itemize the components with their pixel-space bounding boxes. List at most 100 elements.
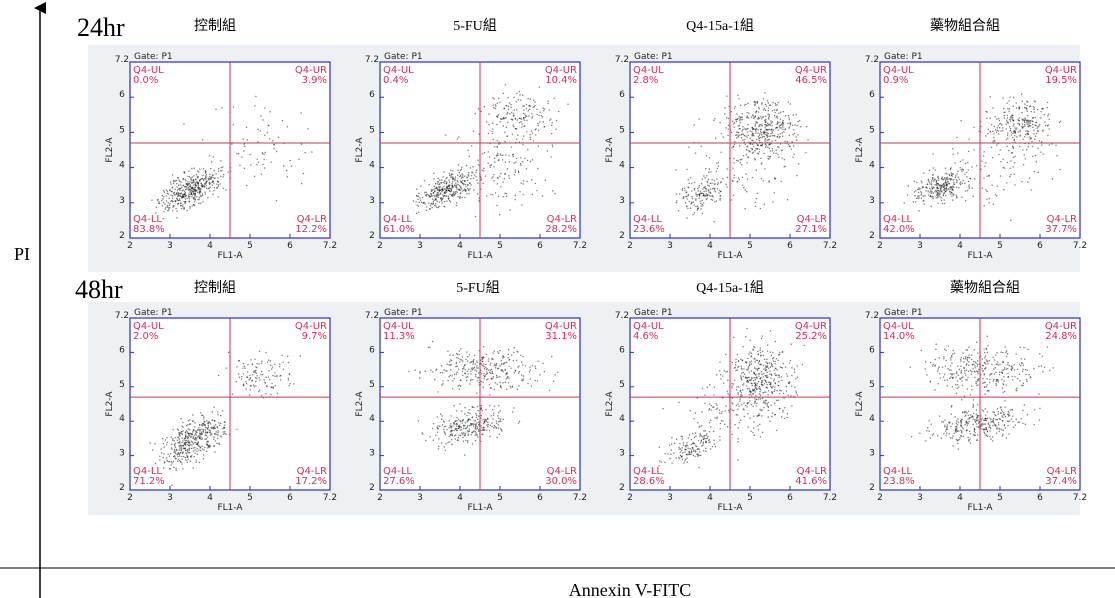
dot <box>763 180 764 181</box>
dot <box>772 413 773 414</box>
dot <box>193 185 194 186</box>
dot <box>941 438 942 439</box>
dot <box>682 188 683 189</box>
dot <box>520 157 521 158</box>
dot <box>437 201 438 202</box>
dot <box>185 195 186 196</box>
dot <box>496 364 497 365</box>
dot <box>452 375 453 376</box>
dot <box>921 350 922 351</box>
dot <box>776 400 777 401</box>
dot <box>961 370 962 371</box>
dot <box>293 383 294 384</box>
dot <box>727 380 728 381</box>
dot <box>748 426 749 427</box>
dot <box>483 168 484 169</box>
dot <box>756 128 757 129</box>
dot <box>954 433 955 434</box>
dot <box>182 438 183 439</box>
dot <box>956 420 957 421</box>
dot <box>968 186 969 187</box>
dot <box>426 192 427 193</box>
dot <box>470 167 471 168</box>
dot <box>695 200 696 201</box>
dot <box>442 415 443 416</box>
dot <box>191 168 192 169</box>
dot <box>1003 189 1004 190</box>
dot <box>1034 409 1035 410</box>
dot <box>1017 123 1018 124</box>
dot <box>682 198 683 199</box>
dot <box>199 191 200 192</box>
dot <box>983 155 984 156</box>
dot <box>772 201 773 202</box>
dot <box>970 414 971 415</box>
dot <box>475 374 476 375</box>
dot <box>185 436 186 437</box>
dot <box>196 451 197 452</box>
gate-label: Gate: P1 <box>634 52 673 62</box>
dot <box>770 105 771 106</box>
dot <box>502 357 503 358</box>
dot <box>195 449 196 450</box>
dot <box>973 399 974 400</box>
dot <box>185 450 186 451</box>
dot <box>928 179 929 180</box>
dot <box>702 204 703 205</box>
dot <box>481 364 482 365</box>
dot <box>694 182 695 183</box>
dot <box>167 191 168 192</box>
dot <box>437 188 438 189</box>
dot <box>536 109 537 110</box>
dot <box>937 177 938 178</box>
dot <box>789 119 790 120</box>
dot <box>950 426 951 427</box>
dot <box>166 189 167 190</box>
dot <box>262 119 263 120</box>
dot <box>744 141 745 142</box>
dot <box>761 118 762 119</box>
dot <box>438 192 439 193</box>
dot <box>759 424 760 425</box>
dot <box>930 381 931 382</box>
dot <box>982 188 983 189</box>
dot <box>199 193 200 194</box>
dot <box>495 104 496 105</box>
dot <box>913 201 914 202</box>
dot <box>791 405 792 406</box>
dot <box>977 415 978 416</box>
x-axis-name: FL1-A <box>217 503 243 513</box>
dot <box>744 139 745 140</box>
dot <box>1028 146 1029 147</box>
dot <box>952 445 953 446</box>
dot <box>154 443 155 444</box>
dot <box>695 198 696 199</box>
dot <box>509 113 510 114</box>
dot <box>1019 422 1020 423</box>
dot <box>770 367 771 368</box>
dot <box>270 111 271 112</box>
dot <box>782 132 783 133</box>
dot <box>678 210 679 211</box>
dot <box>193 438 194 439</box>
dot <box>458 437 459 438</box>
dot <box>166 437 167 438</box>
dot <box>182 434 183 435</box>
dot <box>702 205 703 206</box>
dot <box>469 431 470 432</box>
dot <box>456 189 457 190</box>
quadrant-value: 0.0% <box>133 75 158 86</box>
dot <box>700 434 701 435</box>
dot <box>490 167 491 168</box>
dot <box>996 383 997 384</box>
dot <box>201 183 202 184</box>
dot <box>536 190 537 191</box>
dot <box>195 453 196 454</box>
dot <box>257 141 258 142</box>
dot <box>217 432 218 433</box>
dot <box>964 412 965 413</box>
dot <box>1006 139 1007 140</box>
dot <box>446 181 447 182</box>
dot <box>270 394 271 395</box>
dot <box>492 371 493 372</box>
